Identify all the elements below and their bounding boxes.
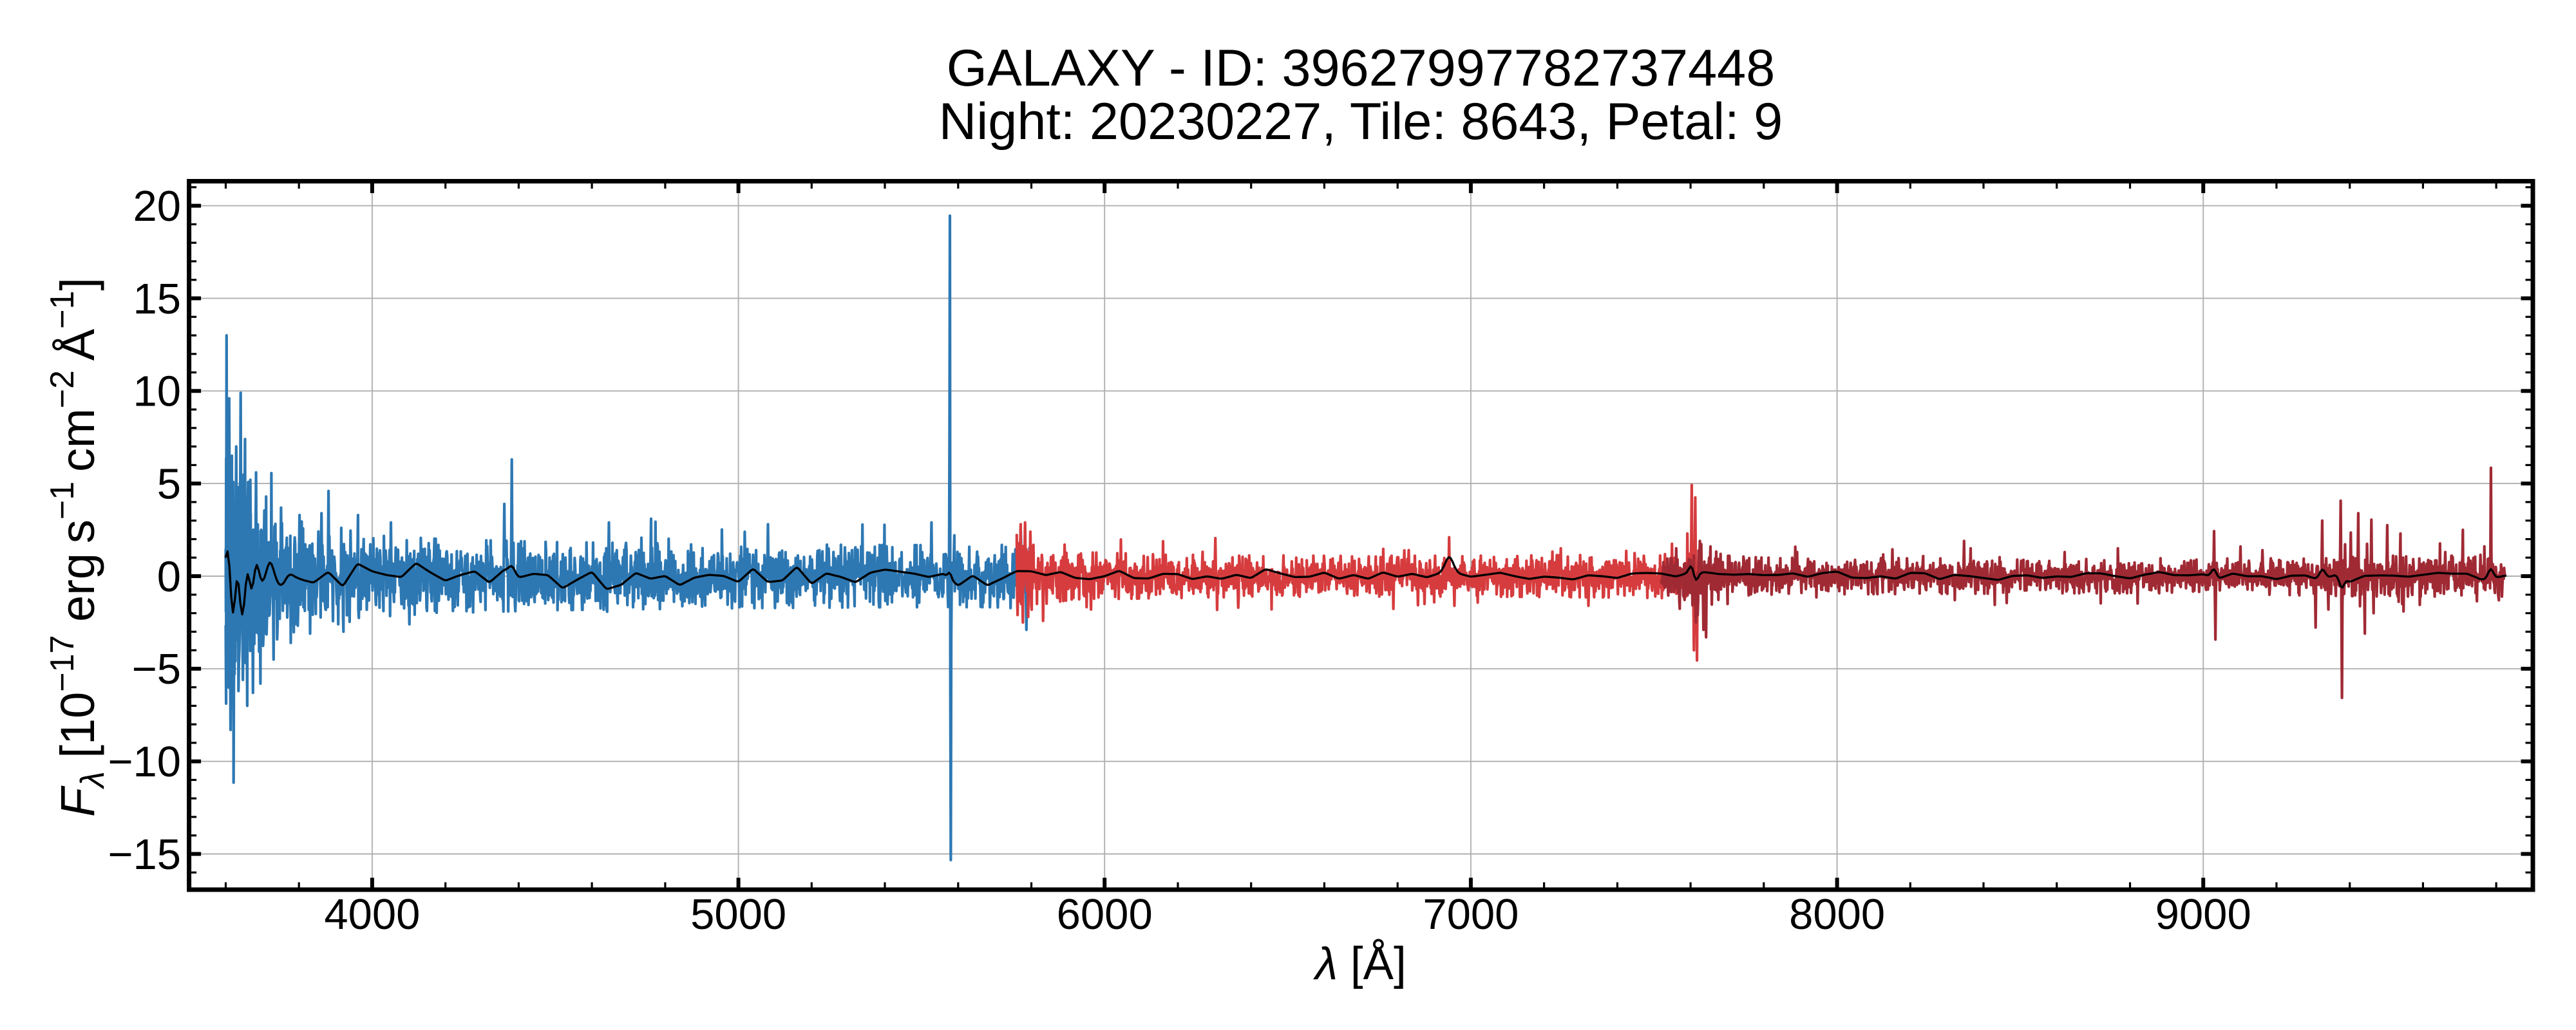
svg-text:−5: −5 bbox=[132, 645, 181, 693]
svg-text:Night: 20230227, Tile: 8643, P: Night: 20230227, Tile: 8643, Petal: 9 bbox=[939, 93, 1783, 151]
svg-text:−10: −10 bbox=[108, 738, 181, 786]
svg-text:9000: 9000 bbox=[2155, 890, 2251, 939]
svg-text:15: 15 bbox=[133, 275, 181, 323]
svg-text:5000: 5000 bbox=[690, 890, 786, 939]
svg-text:0: 0 bbox=[157, 552, 181, 601]
svg-text:λ [Å]: λ [Å] bbox=[1312, 939, 1406, 989]
svg-text:Fλ [10−17 erg s−1 cm−2 Å−1]: Fλ [10−17 erg s−1 cm−2 Å−1] bbox=[44, 277, 111, 817]
svg-text:6000: 6000 bbox=[1057, 890, 1153, 939]
svg-text:4000: 4000 bbox=[324, 890, 420, 939]
svg-text:8000: 8000 bbox=[1789, 890, 1885, 939]
svg-text:5: 5 bbox=[157, 460, 181, 508]
svg-text:7000: 7000 bbox=[1423, 890, 1519, 939]
svg-text:20: 20 bbox=[133, 182, 181, 230]
svg-text:10: 10 bbox=[133, 368, 181, 416]
svg-text:−15: −15 bbox=[108, 830, 181, 879]
svg-text:GALAXY - ID: 39627997782737448: GALAXY - ID: 39627997782737448 bbox=[947, 39, 1776, 97]
